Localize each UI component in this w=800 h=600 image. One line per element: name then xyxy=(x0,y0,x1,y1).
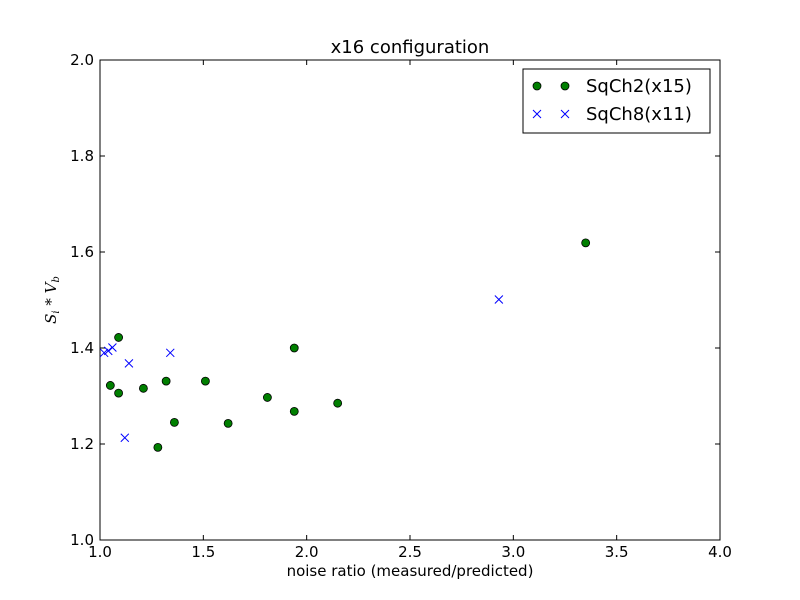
sqch8-point xyxy=(99,348,109,358)
sqch2-point xyxy=(105,381,115,390)
sqch8-point xyxy=(124,359,134,368)
sqch2-point xyxy=(289,406,299,416)
y-tick-label: 1.4 xyxy=(70,339,94,357)
sqch2-point xyxy=(262,393,272,402)
data-points xyxy=(99,238,591,452)
sqch2-point xyxy=(114,333,123,342)
x-tick-label: 1.5 xyxy=(191,543,215,561)
y-tick-label: 1.6 xyxy=(70,243,94,261)
legend-label: SqCh2(x15) xyxy=(586,76,692,97)
x-tick-label: 3.5 xyxy=(605,543,629,561)
legend-marker xyxy=(560,81,570,91)
y-tick-label: 1.8 xyxy=(70,147,94,165)
x-tick-label: 4.0 xyxy=(708,543,732,561)
plot-area xyxy=(99,59,721,541)
sqch8-point xyxy=(494,295,504,304)
legend-marker xyxy=(532,109,542,119)
sqch2-point xyxy=(581,238,591,248)
y-axis-label: Si * Vb xyxy=(42,276,62,324)
x-tick-label: 3.0 xyxy=(501,543,525,561)
sqch8-point xyxy=(103,346,113,356)
sqch2-point xyxy=(333,398,343,408)
legend-marker xyxy=(532,81,542,91)
y-tick-label: 1.2 xyxy=(70,435,94,453)
legend-box xyxy=(522,68,711,134)
x-tick-label: 2.5 xyxy=(398,543,422,561)
sqch2-point xyxy=(169,417,179,427)
x-axis-label: noise ratio (measured/predicted) xyxy=(287,562,534,580)
legend: SqCh2(x15) SqCh8(x11) xyxy=(522,68,711,134)
x-tick-label: 1.0 xyxy=(88,543,112,561)
legend-label: SqCh8(x11) xyxy=(586,104,692,125)
sqch2-point xyxy=(223,418,233,428)
sqch8-point xyxy=(120,433,130,443)
x-tick-label: 2.0 xyxy=(295,543,319,561)
chart-title: x16 configuration xyxy=(331,37,490,58)
sqch2-point xyxy=(153,442,163,452)
sqch2-point xyxy=(289,343,299,353)
legend-marker xyxy=(560,109,570,119)
sqch8-point xyxy=(165,348,175,358)
sqch2-point xyxy=(138,383,148,393)
sqch2-point xyxy=(161,376,171,386)
y-tick-label: 2.0 xyxy=(70,51,94,69)
sqch8-point xyxy=(108,343,117,352)
sqch2-point xyxy=(200,376,210,386)
sqch2-point xyxy=(114,388,123,398)
axis-ticks: 1.0 1.5 2.0 2.5 3.0 3.5 4.0 1.0 1.2 1.4 1.6 1.8 2.0 xyxy=(70,51,732,561)
y-tick-label: 1.0 xyxy=(70,531,94,549)
